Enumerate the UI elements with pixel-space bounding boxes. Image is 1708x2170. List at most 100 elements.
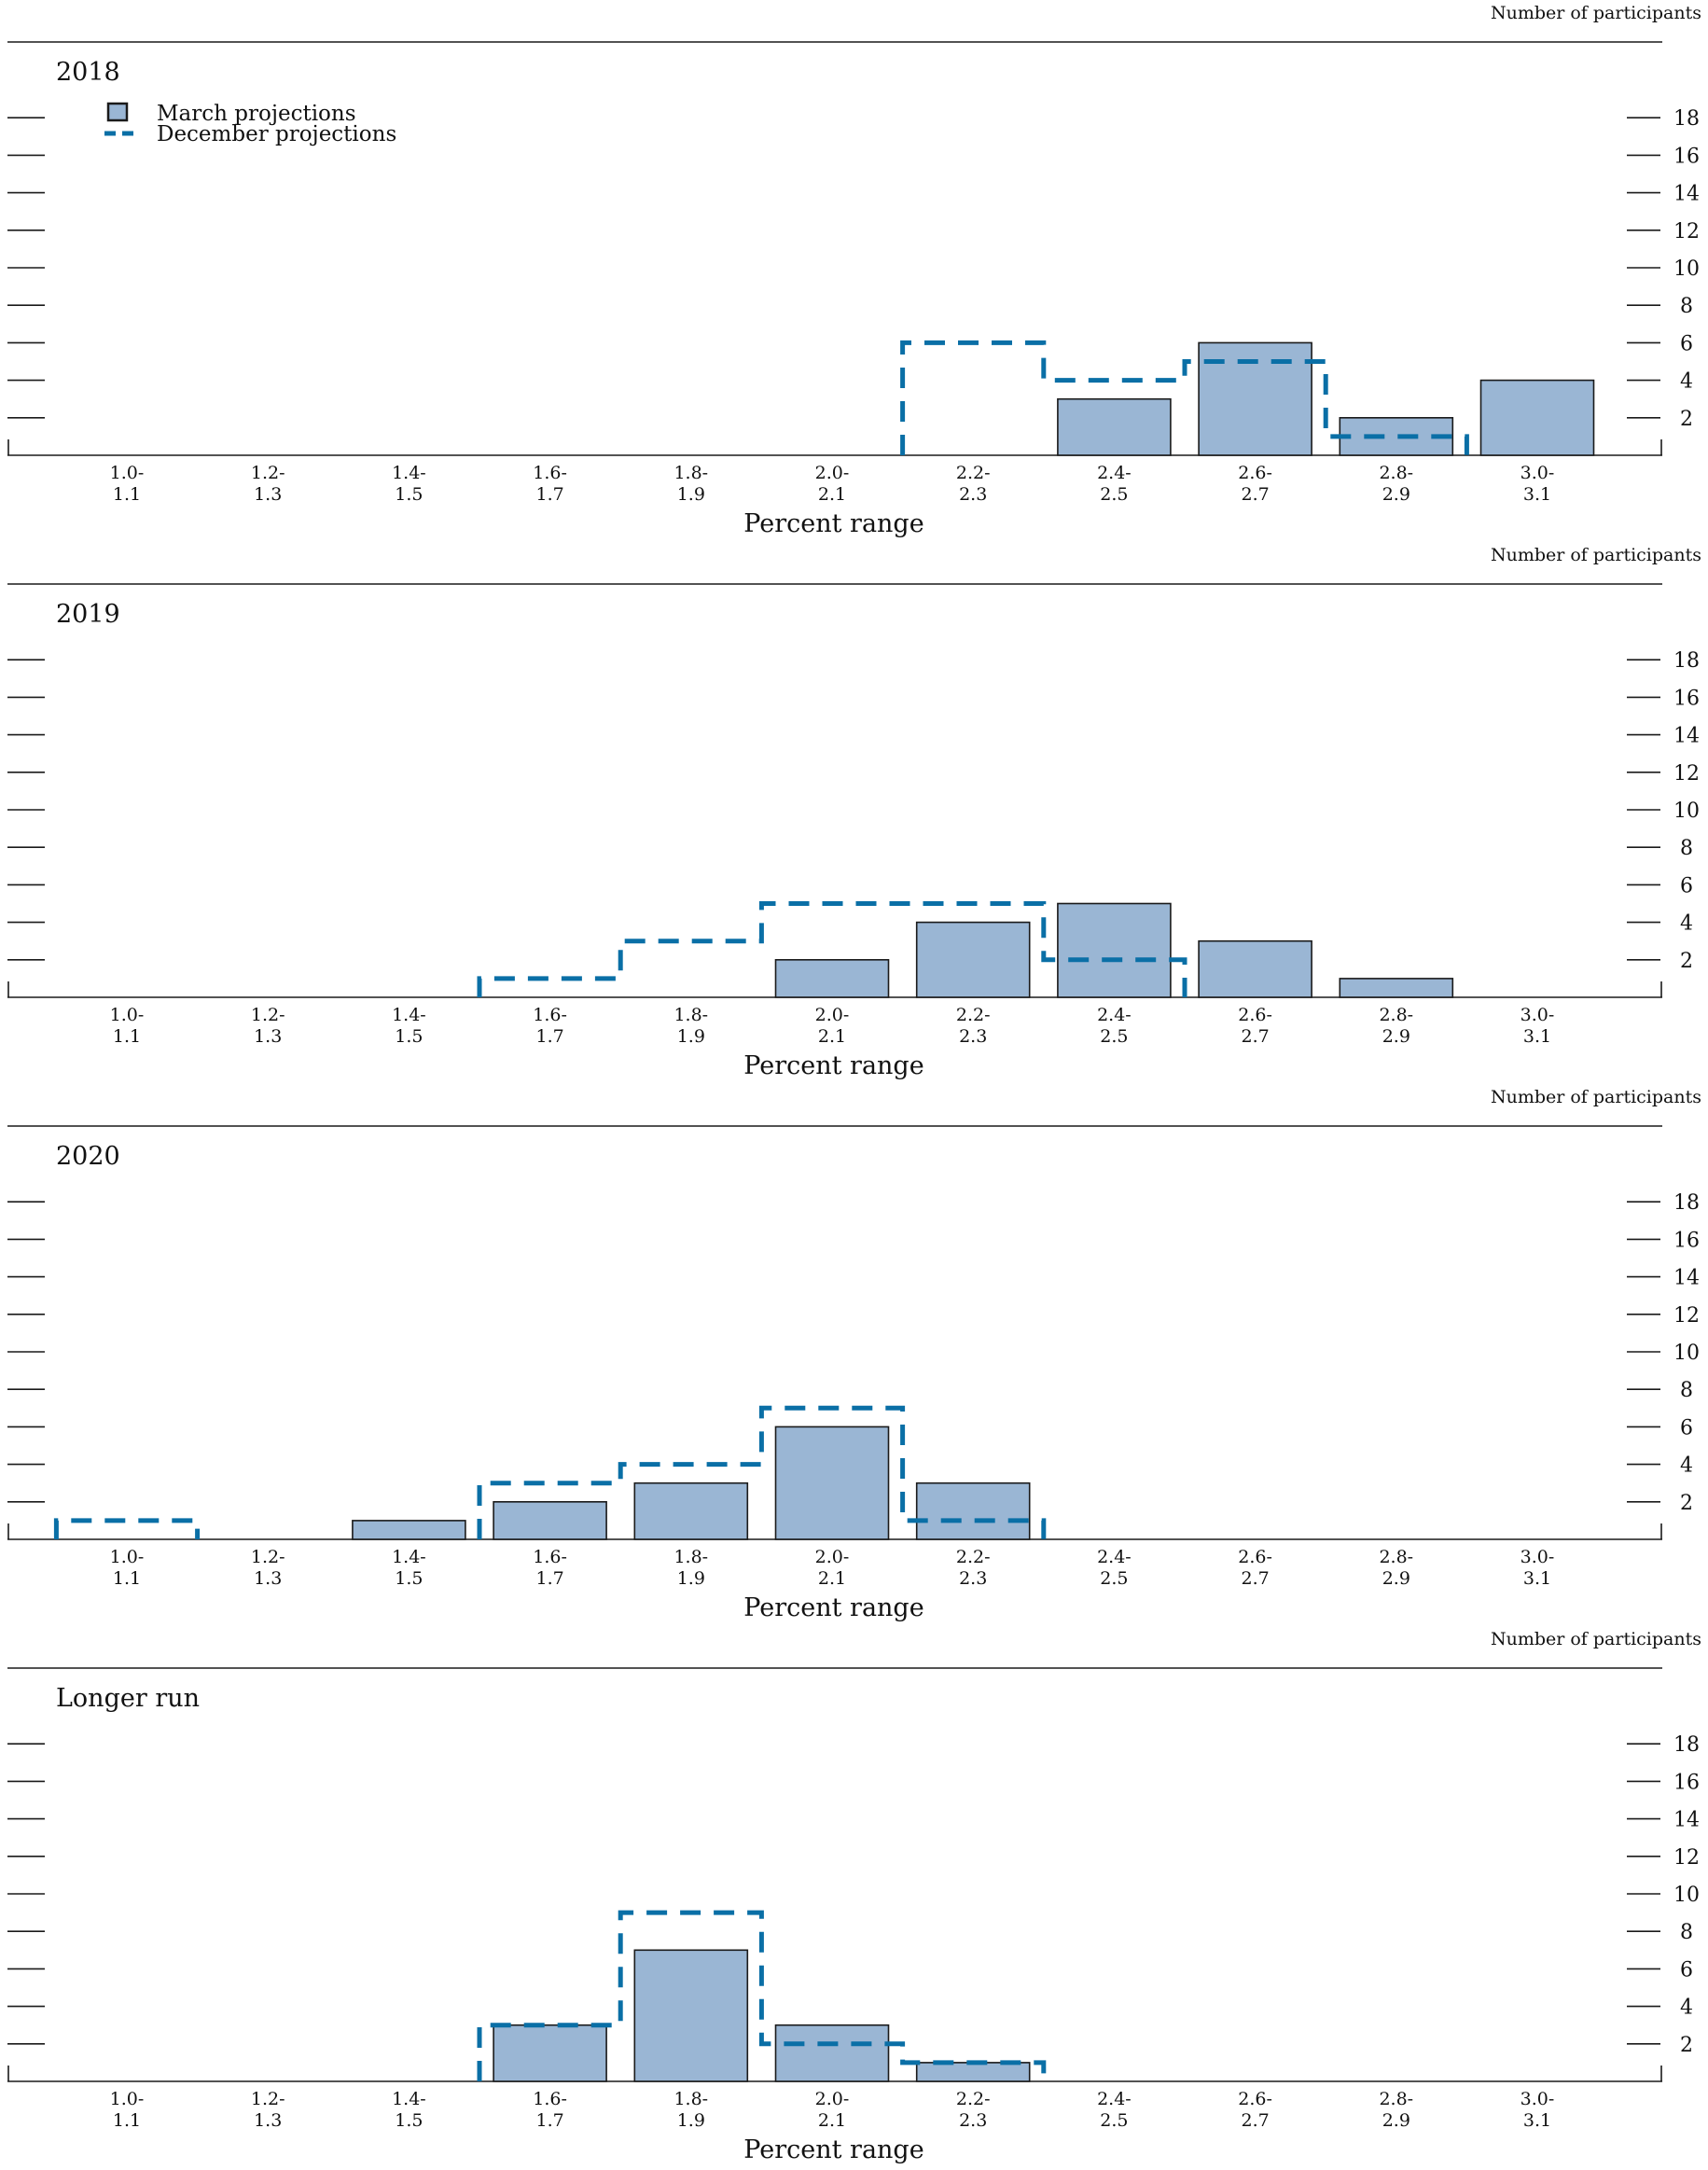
x-axis-label: Percent range bbox=[743, 1593, 923, 1622]
y-tick-label: 2 bbox=[1680, 408, 1693, 431]
chart-panel-2: Number of participants 2020 2 4 6 8 10 12 14 16 18… bbox=[7, 1087, 1701, 1622]
x-category-label: 3.0-3.1 bbox=[1521, 1547, 1555, 1589]
y-tick-label: 10 bbox=[1673, 800, 1700, 823]
y-tick-label: 12 bbox=[1673, 1846, 1700, 1870]
chart-panel-0: Number of participants 2018 2 4 6 8 10 12 14 16 18… bbox=[7, 3, 1701, 538]
bar bbox=[633, 1481, 749, 1540]
y-unit-label: Number of participants bbox=[1491, 1629, 1701, 1649]
bar bbox=[774, 2024, 890, 2082]
y-unit-label: Number of participants bbox=[1491, 3, 1701, 23]
y-tick-label: 2 bbox=[1680, 2034, 1693, 2057]
panel-title: 2018 bbox=[56, 58, 120, 87]
x-category-label: 1.8-1.9 bbox=[673, 1005, 708, 1047]
y-tick-label: 12 bbox=[1673, 762, 1700, 786]
x-category-label: 2.4-2.5 bbox=[1097, 2089, 1132, 2131]
x-category-label: 1.6-1.7 bbox=[533, 1005, 567, 1047]
x-category-label: 1.2-1.3 bbox=[251, 463, 285, 505]
y-tick-label: 4 bbox=[1680, 912, 1693, 936]
x-category-label: 2.6-2.7 bbox=[1238, 1547, 1272, 1589]
bar bbox=[1198, 939, 1312, 998]
bar bbox=[915, 2062, 1031, 2082]
panel-title: 2019 bbox=[56, 600, 120, 629]
y-tick-label: 4 bbox=[1680, 370, 1693, 394]
december-step-line bbox=[900, 340, 1469, 455]
chart-panel-1: Number of participants 2019 2 4 6 8 10 12 14 16 18… bbox=[7, 545, 1701, 1080]
y-tick-label: 4 bbox=[1680, 1996, 1693, 2020]
bar bbox=[1339, 978, 1454, 998]
x-category-label: 2.0-2.1 bbox=[815, 463, 850, 505]
x-category-label: 1.8-1.9 bbox=[673, 1547, 708, 1589]
x-category-label: 1.0-1.1 bbox=[110, 1005, 145, 1047]
y-tick-label: 18 bbox=[1673, 1191, 1700, 1215]
y-tick-label: 6 bbox=[1680, 332, 1693, 355]
x-category-label: 3.0-3.1 bbox=[1521, 463, 1555, 505]
bar bbox=[493, 1501, 607, 1540]
x-category-label: 2.6-2.7 bbox=[1238, 2089, 1272, 2131]
december-step-line bbox=[477, 1910, 1047, 2081]
x-category-label: 1.0-1.1 bbox=[110, 463, 145, 505]
y-tick-label: 18 bbox=[1673, 107, 1700, 131]
x-category-label: 2.8-2.9 bbox=[1379, 1547, 1413, 1589]
y-tick-label: 10 bbox=[1673, 1884, 1700, 1907]
x-category-label: 2.2-2.3 bbox=[956, 1547, 991, 1589]
x-category-label: 2.4-2.5 bbox=[1097, 1547, 1132, 1589]
x-category-label: 2.8-2.9 bbox=[1379, 463, 1413, 505]
x-category-label: 1.0-1.1 bbox=[110, 2089, 145, 2131]
x-category-label: 2.6-2.7 bbox=[1238, 1005, 1272, 1047]
panel-title: 2020 bbox=[56, 1142, 120, 1171]
x-category-label: 2.8-2.9 bbox=[1379, 1005, 1413, 1047]
legend-swatch-bars bbox=[106, 102, 129, 122]
y-tick-label: 8 bbox=[1680, 295, 1693, 318]
bar bbox=[774, 959, 890, 998]
bar bbox=[915, 921, 1031, 998]
x-category-label: 1.8-1.9 bbox=[673, 463, 708, 505]
x-category-label: 1.6-1.7 bbox=[533, 1547, 567, 1589]
y-tick-label: 16 bbox=[1673, 687, 1700, 710]
x-axis-label: Percent range bbox=[743, 2135, 923, 2164]
bar bbox=[774, 1426, 890, 1540]
y-tick-label: 4 bbox=[1680, 1454, 1693, 1478]
x-category-label: 1.2-1.3 bbox=[251, 1005, 285, 1047]
x-category-label: 1.4-1.5 bbox=[392, 1547, 426, 1589]
y-tick-label: 8 bbox=[1680, 1921, 1693, 1944]
x-axis-label: Percent range bbox=[743, 509, 923, 538]
y-tick-label: 12 bbox=[1673, 220, 1700, 243]
x-category-label: 3.0-3.1 bbox=[1521, 2089, 1555, 2131]
legend-label-december: December projections bbox=[157, 122, 396, 146]
y-tick-label: 16 bbox=[1673, 145, 1700, 168]
y-tick-label: 14 bbox=[1673, 1809, 1700, 1832]
bar bbox=[915, 1481, 1031, 1540]
x-category-label: 1.4-1.5 bbox=[392, 1005, 426, 1047]
y-tick-label: 14 bbox=[1673, 725, 1700, 748]
y-tick-label: 18 bbox=[1673, 1733, 1700, 1757]
y-tick-label: 10 bbox=[1673, 257, 1700, 281]
x-category-label: 2.0-2.1 bbox=[815, 1005, 850, 1047]
x-category-label: 2.2-2.3 bbox=[956, 1005, 991, 1047]
x-category-label: 2.0-2.1 bbox=[815, 1547, 850, 1589]
y-tick-label: 16 bbox=[1673, 1229, 1700, 1252]
legend-label-march: March projections bbox=[157, 102, 356, 126]
y-unit-label: Number of participants bbox=[1491, 545, 1701, 565]
y-tick-label: 10 bbox=[1673, 1342, 1700, 1365]
bar bbox=[352, 1520, 466, 1540]
x-axis-label: Percent range bbox=[743, 1051, 923, 1080]
chart-panel-3: Number of participants Longer run 2 4 6 8 10 12… bbox=[7, 1629, 1701, 2164]
bar bbox=[633, 1949, 749, 2082]
y-unit-label: Number of participants bbox=[1491, 1087, 1701, 1107]
x-category-label: 3.0-3.1 bbox=[1521, 1005, 1555, 1047]
y-tick-label: 8 bbox=[1680, 1379, 1693, 1402]
x-category-label: 1.4-1.5 bbox=[392, 463, 426, 505]
x-category-label: 1.6-1.7 bbox=[533, 2089, 567, 2131]
december-step-line bbox=[477, 1405, 1047, 1539]
bar bbox=[1479, 379, 1595, 456]
y-tick-label: 14 bbox=[1673, 1267, 1700, 1290]
bar bbox=[1057, 397, 1172, 456]
x-category-label: 2.4-2.5 bbox=[1097, 463, 1132, 505]
y-tick-label: 14 bbox=[1673, 183, 1700, 206]
y-tick-label: 8 bbox=[1680, 837, 1693, 860]
y-tick-label: 2 bbox=[1680, 1492, 1693, 1515]
x-category-label: 2.2-2.3 bbox=[956, 2089, 991, 2131]
y-tick-label: 6 bbox=[1680, 1416, 1693, 1440]
y-tick-label: 12 bbox=[1673, 1304, 1700, 1328]
